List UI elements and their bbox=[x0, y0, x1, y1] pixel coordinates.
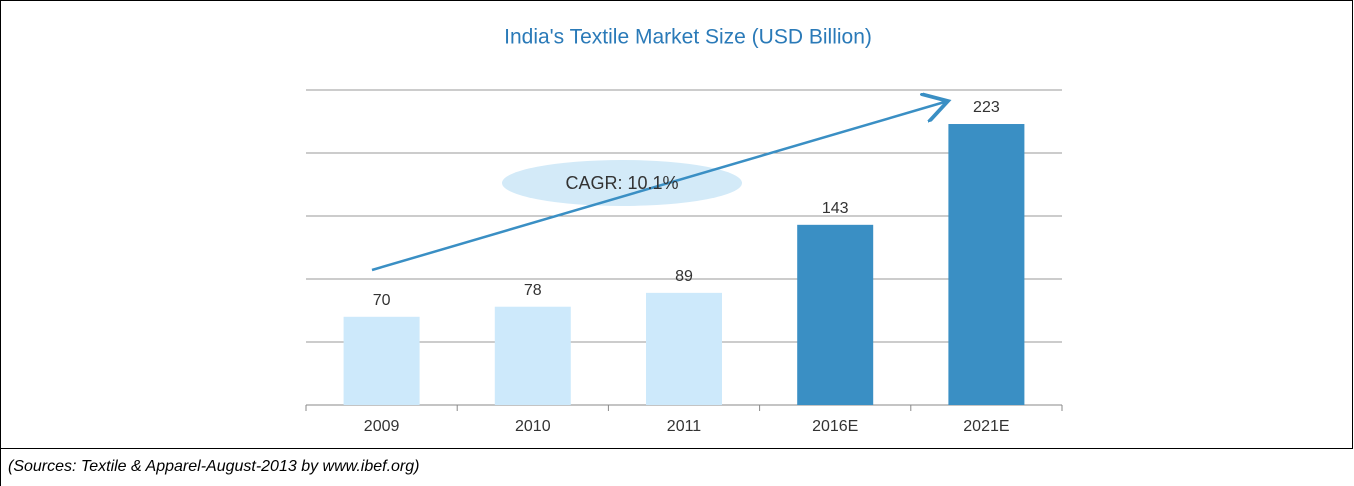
x-tick-label: 2010 bbox=[515, 418, 551, 435]
trend-arrow bbox=[371, 101, 948, 272]
bar bbox=[948, 124, 1025, 406]
x-tick-label: 2011 bbox=[667, 418, 702, 435]
bar bbox=[646, 292, 722, 405]
x-tick-label: 2009 bbox=[364, 418, 400, 435]
x-tick-label: 2016E bbox=[812, 418, 858, 435]
value-label: 223 bbox=[973, 99, 1000, 116]
annotation-text: CAGR: 10.1% bbox=[565, 173, 678, 193]
bar bbox=[343, 316, 420, 405]
bar bbox=[797, 224, 874, 405]
bars bbox=[343, 124, 1025, 406]
bar bbox=[494, 306, 571, 405]
source-caption: (Sources: Textile & Apparel-August-2013 … bbox=[8, 458, 419, 475]
value-label: 70 bbox=[373, 292, 391, 309]
annotation-bubble bbox=[502, 160, 742, 206]
chart-title: India's Textile Market Size (USD Billion… bbox=[504, 26, 872, 49]
value-label: 89 bbox=[675, 268, 693, 285]
x-tick-label: 2021E bbox=[963, 418, 1009, 435]
grid bbox=[305, 89, 1063, 411]
frame bbox=[0, 0, 1353, 449]
value-label: 143 bbox=[822, 200, 849, 217]
value-label: 78 bbox=[524, 282, 542, 299]
